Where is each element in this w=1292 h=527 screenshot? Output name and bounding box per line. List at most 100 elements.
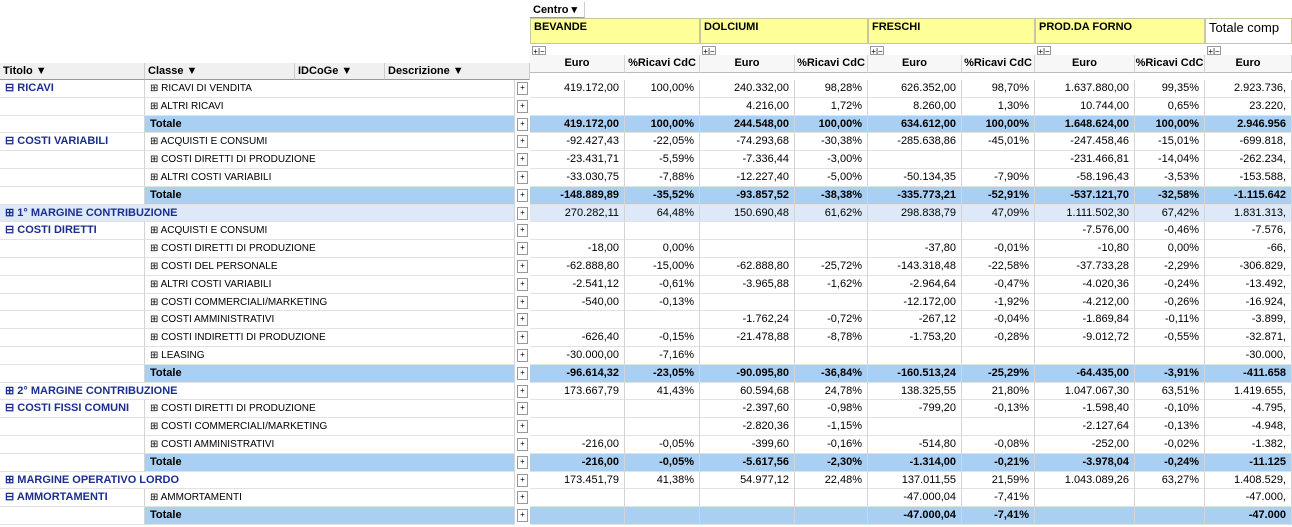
expand-toggle[interactable]: + [517,171,528,184]
icon[interactable]: + [520,172,525,181]
icon[interactable]: ⊞ [150,154,162,166]
icon[interactable]: ⊞ [150,100,161,112]
expand-toggle[interactable]: + [517,349,528,362]
row-class[interactable]: ⊞ COSTI DEL PERSONALE [145,258,515,276]
row-class[interactable]: ⊞ ACQUISTI E CONSUMI [145,133,515,152]
icon[interactable]: ⊟ [5,491,17,504]
expand-toggle[interactable]: + [517,384,528,398]
row-class[interactable]: ⊞ LEASING [145,347,515,365]
row-class[interactable]: ⊞ ALTRI COSTI VARIABILI [145,275,515,294]
icon[interactable]: ⊞ [150,421,162,433]
expand-toggle[interactable]: + [517,366,528,380]
icon[interactable]: + [520,367,525,377]
icon[interactable]: + [520,207,525,217]
expand-toggle[interactable]: + [517,277,528,291]
icon[interactable]: + [520,100,525,110]
row-field[interactable]: Titolo ▼ [0,63,145,80]
icon[interactable]: + [520,189,525,199]
row-class[interactable]: ⊞ AMMORTAMENTI [145,489,515,508]
row-title[interactable]: ⊟ COSTI DIRETTI [0,222,145,241]
icon[interactable]: ⊞ [150,243,162,255]
expand-toggle[interactable]: + [517,420,528,434]
row-class[interactable]: ⊞ COSTI DIRETTI DI PRODUZIONE [145,240,515,258]
row-title[interactable]: ⊟ RICAVI [0,80,145,98]
icon[interactable]: + [520,243,525,253]
row-class[interactable]: ⊞ ACQUISTI E CONSUMI [145,222,515,241]
icon[interactable]: + [520,385,525,395]
row-class[interactable]: ⊞ COSTI DIRETTI DI PRODUZIONE [145,151,515,169]
expand-toggle[interactable]: + [517,402,528,416]
row-title[interactable]: ⊞ 1° MARGINE CONTRIBUZIONE [0,204,515,223]
icon[interactable]: ⊞ [5,473,18,486]
icon[interactable]: + [520,332,525,342]
expand-toggle[interactable]: + [517,153,528,167]
icon[interactable]: +|− [533,47,545,55]
expand-toggle[interactable]: + [517,313,528,327]
row-class[interactable]: ⊞ COSTI COMMERCIALI/MARKETING [145,418,515,436]
icon[interactable]: ⊞ [150,492,161,504]
icon[interactable]: ⊟ [5,135,18,148]
icon[interactable]: ⊞ [150,314,162,326]
icon[interactable]: ⊞ [150,403,162,415]
icon[interactable]: +|− [1038,47,1050,55]
icon[interactable]: ⊟ [5,224,18,237]
icon[interactable]: + [520,314,525,324]
expand-toggle[interactable]: + [517,509,528,523]
icon[interactable]: + [520,456,525,466]
expand-toggle[interactable]: + [517,206,528,220]
row-class[interactable]: ⊞ COSTI DIRETTI DI PRODUZIONE [145,400,515,419]
icon[interactable]: +|− [871,47,883,55]
icon[interactable]: + [520,474,525,484]
icon[interactable]: + [520,350,525,359]
icon[interactable]: +|− [1208,47,1220,55]
icon[interactable]: ⊞ [150,225,161,237]
row-class[interactable]: ⊞ ALTRI COSTI VARIABILI [145,169,515,187]
row-title[interactable]: ⊞ 2° MARGINE CONTRIBUZIONE [0,382,515,401]
icon[interactable]: ⊞ [150,172,161,183]
icon[interactable]: ⊞ [150,332,162,344]
icon[interactable]: + [520,439,525,448]
expand-toggle[interactable]: + [517,438,528,451]
expand-toggle[interactable]: +|− [870,46,884,55]
icon[interactable]: + [520,83,525,92]
icon[interactable]: ⊞ [5,206,18,219]
row-field[interactable]: Descrizione ▼ [385,63,530,80]
icon[interactable]: ⊟ [5,82,18,94]
expand-toggle[interactable]: + [517,455,528,469]
icon[interactable]: + [520,492,525,502]
row-class[interactable]: ⊞ COSTI INDIRETTI DI PRODUZIONE [145,329,515,347]
icon[interactable]: + [520,278,525,288]
expand-toggle[interactable]: +|− [702,46,716,55]
expand-toggle[interactable]: +|− [532,46,546,55]
expand-toggle[interactable]: + [517,473,528,487]
row-title[interactable]: ⊟ COSTI VARIABILI [0,133,145,152]
expand-toggle[interactable]: +|− [1037,46,1051,55]
expand-toggle[interactable]: + [517,82,528,95]
icon[interactable]: ⊟ [5,402,18,415]
icon[interactable]: ⊞ [150,296,162,308]
row-title[interactable]: ⊟ COSTI FISSI COMUNI [0,400,145,419]
icon[interactable]: + [520,421,525,431]
icon[interactable]: ⊞ [150,278,161,290]
expand-toggle[interactable]: + [517,295,528,309]
row-class[interactable]: ⊞ COSTI COMMERCIALI/MARKETING [145,293,515,312]
row-class[interactable]: ⊞ COSTI AMMINISTRATIVI [145,436,515,454]
expand-toggle[interactable]: + [517,135,528,149]
icon[interactable]: +|− [703,47,715,55]
icon[interactable]: ⊞ [150,83,162,94]
icon[interactable]: ⊞ [150,261,162,272]
row-class[interactable]: ⊞ COSTI AMMINISTRATIVI [145,311,515,330]
row-field[interactable]: Classe ▼ [145,63,295,80]
expand-toggle[interactable]: + [517,99,528,113]
expand-toggle[interactable]: + [517,331,528,345]
icon[interactable]: + [520,403,525,413]
expand-toggle[interactable]: + [517,491,528,505]
icon[interactable]: ⊞ [150,439,162,450]
icon[interactable]: + [520,154,525,164]
icon[interactable]: + [520,136,525,146]
row-field[interactable]: IDCoGe ▼ [295,63,385,80]
expand-toggle[interactable]: + [517,224,528,238]
expand-toggle[interactable]: + [517,188,528,202]
icon[interactable]: + [520,510,525,520]
expand-toggle[interactable]: + [517,242,528,256]
